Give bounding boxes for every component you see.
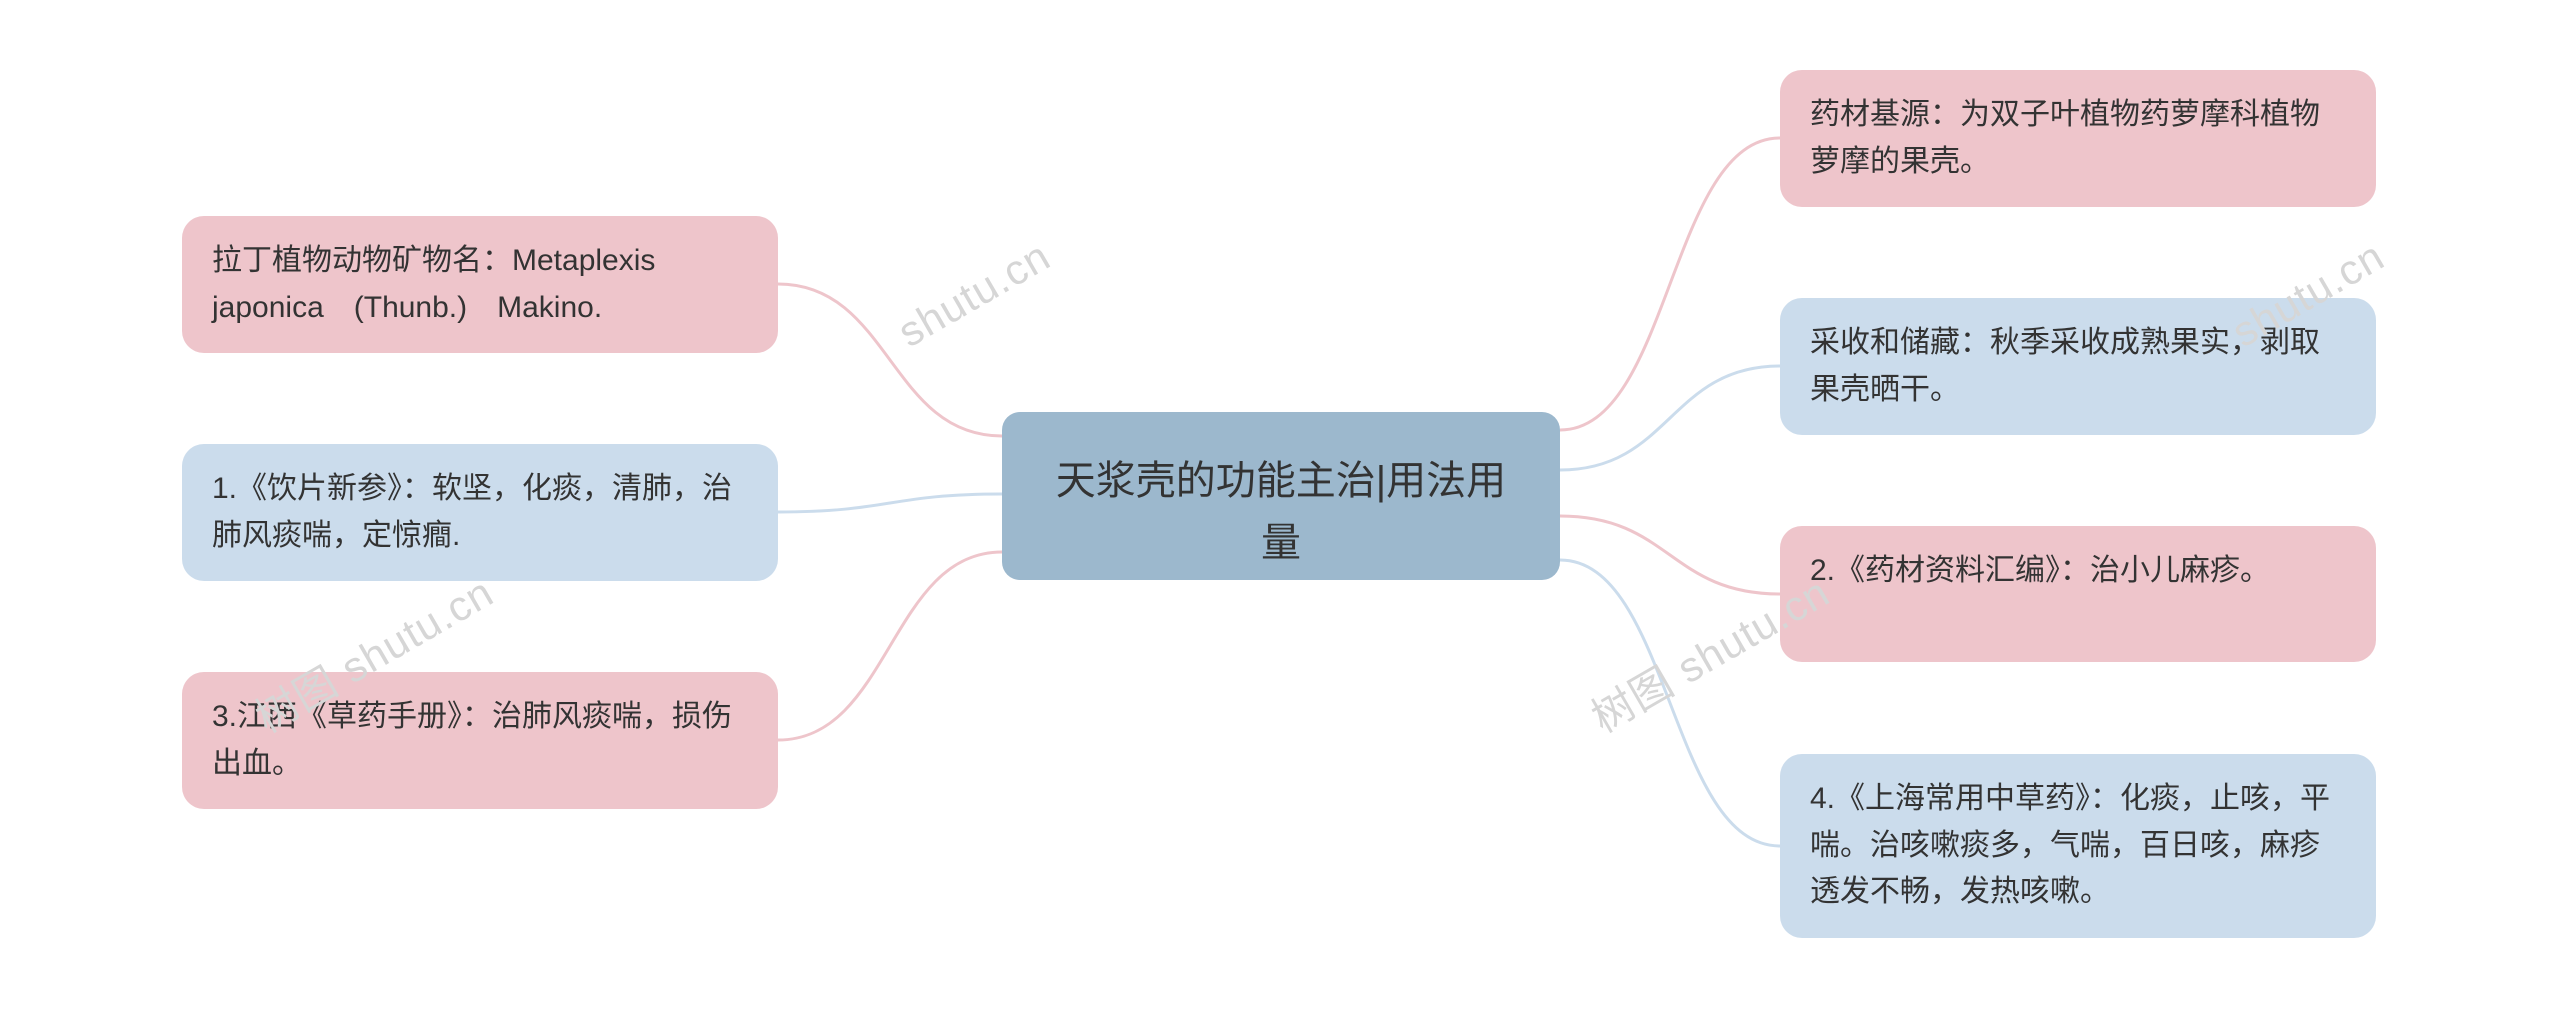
right-node: 药材基源：为双子叶植物药萝摩科植物萝摩的果壳。 — [1780, 70, 2376, 207]
right-node-text: 2.《药材资料汇编》：治小儿麻疹。 — [1810, 554, 2270, 587]
right-node-text: 采收和储藏：秋季采收成熟果实，剥取果壳晒干。 — [1810, 326, 2320, 406]
center-topic: 天浆壳的功能主治|用法用量 — [1002, 412, 1560, 580]
watermark: shutu.cn — [890, 232, 1058, 357]
right-node-text: 药材基源：为双子叶植物药萝摩科植物萝摩的果壳。 — [1810, 98, 2320, 178]
connector — [1560, 560, 1780, 846]
connector — [1560, 366, 1780, 470]
right-node: 采收和储藏：秋季采收成熟果实，剥取果壳晒干。 — [1780, 298, 2376, 435]
left-node: 3.江西《草药手册》：治肺风痰喘，损伤出血。 — [182, 672, 778, 809]
connector — [778, 494, 1002, 512]
right-node-text: 4.《上海常用中草药》：化痰，止咳，平喘。治咳嗽痰多，气喘，百日咳，麻疹透发不畅… — [1810, 782, 2330, 908]
right-node: 4.《上海常用中草药》：化痰，止咳，平喘。治咳嗽痰多，气喘，百日咳，麻疹透发不畅… — [1780, 754, 2376, 938]
left-node: 1.《饮片新参》：软坚，化痰，清肺，治肺风痰喘，定惊癎. — [182, 444, 778, 581]
left-node-text: 1.《饮片新参》：软坚，化痰，清肺，治肺风痰喘，定惊癎. — [212, 472, 732, 552]
left-node-text: 拉丁植物动物矿物名：Metaplexis japonica (Thunb.) M… — [212, 244, 685, 324]
connector — [778, 552, 1002, 740]
connector — [1560, 138, 1780, 430]
connector — [778, 284, 1002, 436]
right-node: 2.《药材资料汇编》：治小儿麻疹。 — [1780, 526, 2376, 662]
center-topic-text: 天浆壳的功能主治|用法用量 — [1056, 459, 1506, 565]
left-node-text: 3.江西《草药手册》：治肺风痰喘，损伤出血。 — [212, 700, 732, 780]
left-node: 拉丁植物动物矿物名：Metaplexis japonica (Thunb.) M… — [182, 216, 778, 353]
connector — [1560, 516, 1780, 594]
